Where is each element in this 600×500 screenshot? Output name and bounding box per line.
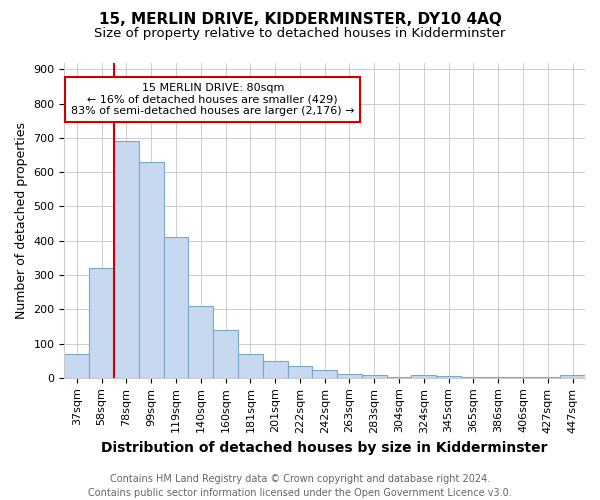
Bar: [386, 377, 412, 378]
Bar: [263, 360, 287, 378]
Text: 15, MERLIN DRIVE, KIDDERMINSTER, DY10 4AQ: 15, MERLIN DRIVE, KIDDERMINSTER, DY10 4A…: [98, 12, 502, 28]
Bar: [436, 376, 461, 378]
Bar: [287, 366, 313, 378]
Bar: [337, 374, 362, 378]
Bar: [139, 162, 164, 378]
Bar: [461, 377, 486, 378]
Bar: [188, 306, 213, 378]
Text: 15 MERLIN DRIVE: 80sqm
← 16% of detached houses are smaller (429)
83% of semi-de: 15 MERLIN DRIVE: 80sqm ← 16% of detached…: [71, 83, 355, 116]
X-axis label: Distribution of detached houses by size in Kidderminster: Distribution of detached houses by size …: [101, 441, 548, 455]
Bar: [412, 375, 436, 378]
Bar: [114, 142, 139, 378]
Bar: [164, 238, 188, 378]
Bar: [313, 370, 337, 378]
Bar: [64, 354, 89, 378]
Bar: [238, 354, 263, 378]
Bar: [560, 375, 585, 378]
Bar: [213, 330, 238, 378]
Bar: [486, 377, 511, 378]
Bar: [362, 375, 386, 378]
Bar: [89, 268, 114, 378]
Y-axis label: Number of detached properties: Number of detached properties: [15, 122, 28, 318]
Text: Size of property relative to detached houses in Kidderminster: Size of property relative to detached ho…: [94, 28, 506, 40]
Text: Contains HM Land Registry data © Crown copyright and database right 2024.
Contai: Contains HM Land Registry data © Crown c…: [88, 474, 512, 498]
